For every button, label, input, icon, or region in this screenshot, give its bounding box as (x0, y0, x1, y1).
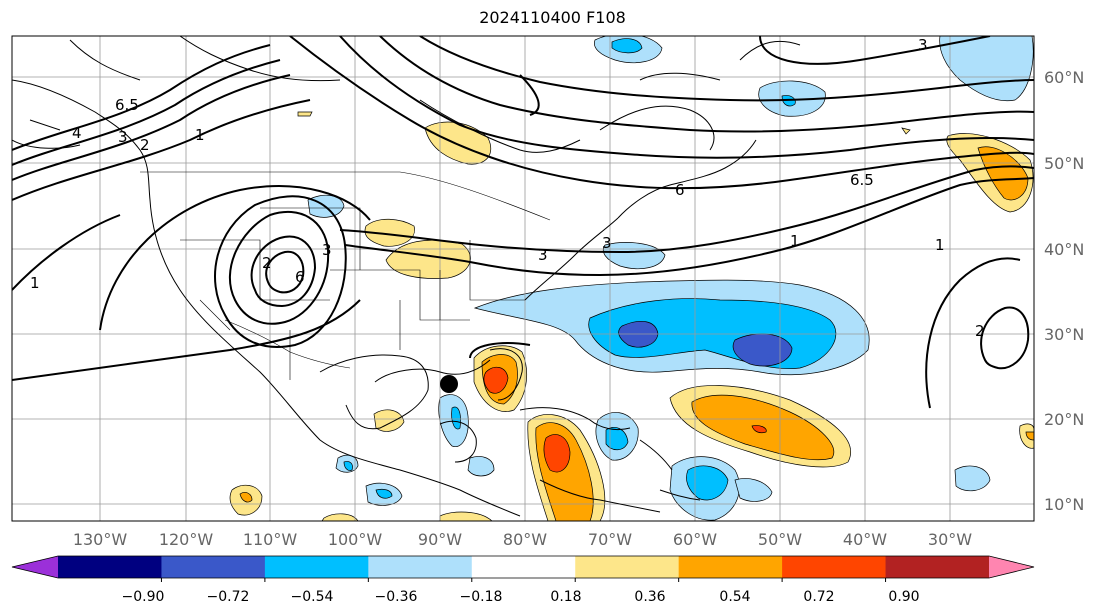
map-plot-area (12, 36, 1034, 521)
lon-label: 100°W (328, 530, 383, 549)
colorbar-swatch (471, 556, 576, 578)
positive-anomaly-region (321, 513, 359, 521)
colorbar (11, 555, 1035, 582)
colorbar-swatch (58, 556, 162, 578)
contour-lines (12, 36, 1034, 409)
contour-label: 4 (72, 124, 82, 142)
lon-label: 40°W (843, 530, 887, 549)
colorbar-swatch (782, 556, 887, 578)
positive-anomaly-region (977, 146, 1029, 201)
positive-anomaly-region (901, 127, 911, 135)
negative-anomaly-region (451, 406, 461, 430)
positive-anomaly-region (543, 434, 571, 473)
contour-label: 6.5 (850, 171, 874, 189)
contour-label: 2 (140, 136, 150, 154)
contour-label: 1 (935, 236, 945, 254)
lon-label: 110°W (243, 530, 298, 549)
longitude-labels: 130°W 120°W 110°W 100°W 90°W 80°W 70°W 6… (73, 530, 972, 549)
map-frame (11, 35, 1035, 522)
contour-label: 1 (30, 274, 40, 292)
map-title: 2024110400 F108 (479, 8, 626, 27)
colorbar-extend-low (12, 556, 58, 578)
contour-label: 3 (602, 234, 612, 252)
positive-anomaly-region (373, 409, 405, 432)
colorbar-tick-label: −0.54 (291, 589, 334, 605)
contour-label: 3 (322, 241, 332, 259)
lat-label: 30°N (1044, 325, 1084, 344)
contour-label: 1 (790, 232, 800, 250)
colorbar-swatch (575, 556, 680, 578)
colorbar-tick-label: 0.72 (803, 589, 834, 605)
coastlines (12, 36, 801, 517)
contour-label: 1 (195, 126, 205, 144)
lat-label: 10°N (1044, 495, 1084, 514)
contour-label: 3 (918, 36, 928, 54)
negative-anomaly-region (686, 465, 729, 501)
lat-label: 50°N (1044, 154, 1084, 173)
positive-anomaly-region (1025, 431, 1034, 441)
colorbar-swatch (264, 556, 369, 578)
latitude-labels: 60°N 50°N 40°N 30°N 20°N 10°N (1044, 68, 1084, 514)
negative-anomaly-region (375, 488, 393, 499)
colorbar-swatch (161, 556, 266, 578)
storm-center-marker (440, 375, 458, 393)
lon-label: 70°W (588, 530, 632, 549)
positive-anomaly-region (439, 511, 493, 521)
contour-label: 6 (675, 181, 685, 199)
lon-label: 30°W (928, 530, 972, 549)
contour-label: 2 (975, 322, 985, 340)
contour-label: 6 (295, 268, 305, 286)
colorbar-tick-label: 0.18 (550, 589, 581, 605)
lat-label: 20°N (1044, 410, 1084, 429)
contour-label: 3 (538, 246, 548, 264)
colorbar-swatch (885, 556, 990, 578)
negative-anomaly-region (611, 38, 643, 54)
positive-anomaly-region (364, 218, 415, 247)
colorbar-tick-label: −0.36 (375, 589, 418, 605)
lon-label: 50°W (758, 530, 802, 549)
colorbar-tick-label: 0.36 (634, 589, 665, 605)
colorbar-tick-label: 0.54 (719, 589, 750, 605)
colorbar-tick-label: −0.90 (122, 589, 165, 605)
positive-anomaly-region (297, 111, 313, 117)
colorbar-tick-label: −0.72 (207, 589, 250, 605)
lat-label: 60°N (1044, 68, 1084, 87)
lon-label: 130°W (73, 530, 128, 549)
negative-anomaly-region (343, 461, 353, 471)
positive-anomaly-region (483, 366, 509, 394)
negative-anomaly-region (734, 478, 773, 502)
colorbar-tick-label: −0.18 (460, 589, 503, 605)
colorbar-outline (11, 555, 1035, 579)
contour-label: 3 (118, 128, 128, 146)
colorbar-swatch (368, 556, 473, 578)
positive-anomaly-region (239, 492, 253, 503)
lon-label: 80°W (503, 530, 547, 549)
contour-label: 6.5 (115, 96, 139, 114)
lon-label: 120°W (159, 530, 214, 549)
negative-anomaly-region (954, 465, 991, 492)
colorbar-tick-label: 0.90 (888, 589, 919, 605)
negative-anomaly-region (467, 456, 495, 477)
lon-label: 60°W (673, 530, 717, 549)
contour-label: 2 (262, 254, 272, 272)
contour-label-group: 6.5 4 3 2 1 6 2 1 3 6.5 3 1 2 1 3 3 6 (30, 36, 985, 340)
negative-anomaly-region (939, 36, 1034, 102)
positive-anomaly-region (751, 425, 767, 434)
colorbar-swatch (678, 556, 783, 578)
colorbar-tick-labels: −0.90 −0.72 −0.54 −0.36 −0.18 0.18 0.36 … (122, 589, 920, 605)
lon-label: 90°W (418, 530, 462, 549)
political-borders (140, 171, 551, 380)
lat-label: 40°N (1044, 240, 1084, 259)
colorbar-extend-high (989, 556, 1034, 578)
